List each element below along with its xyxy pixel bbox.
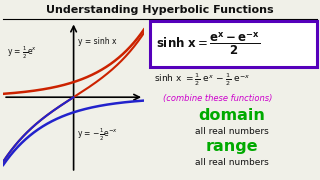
Text: y = $-\frac{1}{2}$e$^{-x}$: y = $-\frac{1}{2}$e$^{-x}$ <box>77 127 118 143</box>
Text: (combine these functions): (combine these functions) <box>163 94 272 103</box>
Text: y = sinh x: y = sinh x <box>78 37 117 46</box>
Text: y = $\frac{1}{2}$e$^x$: y = $\frac{1}{2}$e$^x$ <box>7 45 37 61</box>
Text: all real numbers: all real numbers <box>195 158 269 167</box>
Text: Understanding Hyperbolic Functions: Understanding Hyperbolic Functions <box>46 5 274 15</box>
Text: domain: domain <box>199 108 265 123</box>
Text: $\mathbf{sinh\ x} = \dfrac{\mathbf{e^x - e^{-x}}}{\mathbf{2}}$: $\mathbf{sinh\ x} = \dfrac{\mathbf{e^x -… <box>156 31 260 57</box>
Text: sinh x $= \frac{1}{2}$ e$^x$ $-$ $\frac{1}{2}$ e$^{-x}$: sinh x $= \frac{1}{2}$ e$^x$ $-$ $\frac{… <box>154 72 251 88</box>
Text: all real numbers: all real numbers <box>195 127 269 136</box>
Text: range: range <box>206 139 258 154</box>
